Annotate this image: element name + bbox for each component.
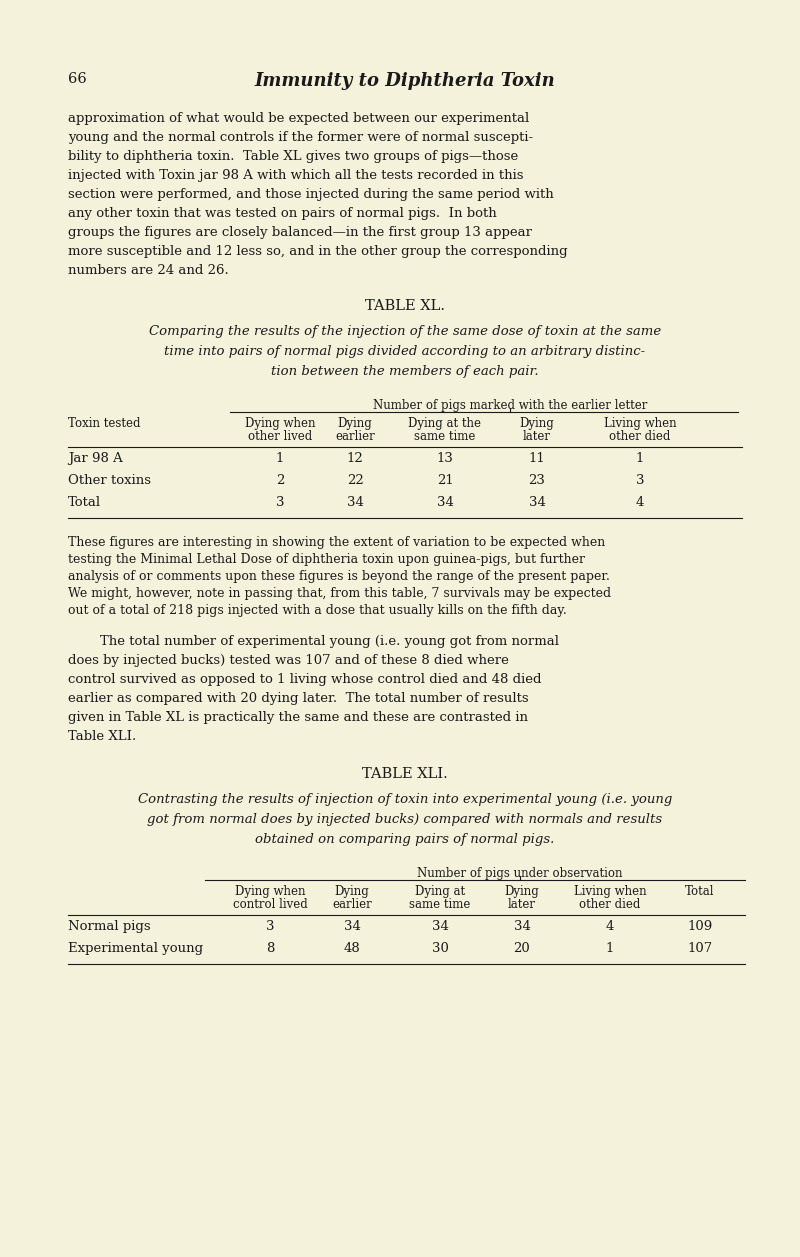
Text: Immunity to Diphtheria Toxin: Immunity to Diphtheria Toxin: [254, 72, 555, 91]
Text: other died: other died: [579, 897, 641, 911]
Text: 23: 23: [529, 474, 546, 486]
Text: approximation of what would be expected between our experimental: approximation of what would be expected …: [68, 112, 530, 124]
Text: TABLE XL.: TABLE XL.: [365, 299, 445, 313]
Text: other lived: other lived: [248, 430, 312, 442]
Text: control survived as opposed to 1 living whose control died and 48 died: control survived as opposed to 1 living …: [68, 672, 542, 686]
Text: Normal pigs: Normal pigs: [68, 920, 150, 933]
Text: 1: 1: [606, 941, 614, 955]
Text: Other toxins: Other toxins: [68, 474, 151, 486]
Text: 21: 21: [437, 474, 454, 486]
Text: 34: 34: [343, 920, 361, 933]
Text: any other toxin that was tested on pairs of normal pigs.  In both: any other toxin that was tested on pairs…: [68, 207, 497, 220]
Text: Dying: Dying: [520, 417, 554, 430]
Text: The total number of experimental young (i.e. young got from normal: The total number of experimental young (…: [100, 635, 559, 649]
Text: groups the figures are closely balanced—in the first group 13 appear: groups the figures are closely balanced—…: [68, 226, 532, 239]
Text: Dying at the: Dying at the: [409, 417, 482, 430]
Text: 20: 20: [514, 941, 530, 955]
Text: out of a total of 218 pigs injected with a dose that usually kills on the fifth : out of a total of 218 pigs injected with…: [68, 605, 566, 617]
Text: earlier as compared with 20 dying later.  The total number of results: earlier as compared with 20 dying later.…: [68, 693, 529, 705]
Text: 34: 34: [437, 497, 454, 509]
Text: Contrasting the results of injection of toxin into experimental young (i.e. youn: Contrasting the results of injection of …: [138, 793, 672, 806]
Text: Experimental young: Experimental young: [68, 941, 203, 955]
Text: earlier: earlier: [332, 897, 372, 911]
Text: same time: same time: [410, 897, 470, 911]
Text: 34: 34: [431, 920, 449, 933]
Text: We might, however, note in passing that, from this table, 7 survivals may be exp: We might, however, note in passing that,…: [68, 587, 611, 600]
Text: 30: 30: [431, 941, 449, 955]
Text: given in Table XL is practically the same and these are contrasted in: given in Table XL is practically the sam…: [68, 711, 528, 724]
Text: Total: Total: [686, 885, 714, 897]
Text: Toxin tested: Toxin tested: [68, 417, 141, 430]
Text: 34: 34: [529, 497, 546, 509]
Text: Dying at: Dying at: [415, 885, 465, 897]
Text: 4: 4: [636, 497, 644, 509]
Text: young and the normal controls if the former were of normal suscepti-: young and the normal controls if the for…: [68, 131, 533, 145]
Text: Dying when: Dying when: [234, 885, 306, 897]
Text: later: later: [508, 897, 536, 911]
Text: 1: 1: [636, 453, 644, 465]
Text: does by injected bucks) tested was 107 and of these 8 died where: does by injected bucks) tested was 107 a…: [68, 654, 509, 667]
Text: 107: 107: [687, 941, 713, 955]
Text: Comparing the results of the injection of the same dose of toxin at the same: Comparing the results of the injection o…: [149, 326, 661, 338]
Text: Number of pigs marked with the earlier letter: Number of pigs marked with the earlier l…: [373, 398, 647, 412]
Text: obtained on comparing pairs of normal pigs.: obtained on comparing pairs of normal pi…: [255, 833, 554, 846]
Text: 1: 1: [276, 453, 284, 465]
Text: time into pairs of normal pigs divided according to an arbitrary distinc-: time into pairs of normal pigs divided a…: [165, 344, 646, 358]
Text: 109: 109: [687, 920, 713, 933]
Text: Living when: Living when: [604, 417, 676, 430]
Text: later: later: [523, 430, 551, 442]
Text: earlier: earlier: [335, 430, 375, 442]
Text: 3: 3: [266, 920, 274, 933]
Text: Table XLI.: Table XLI.: [68, 730, 136, 743]
Text: got from normal does by injected bucks) compared with normals and results: got from normal does by injected bucks) …: [147, 813, 662, 826]
Text: other died: other died: [610, 430, 670, 442]
Text: more susceptible and 12 less so, and in the other group the corresponding: more susceptible and 12 less so, and in …: [68, 245, 568, 258]
Text: Jar 98 A: Jar 98 A: [68, 453, 122, 465]
Text: 3: 3: [276, 497, 284, 509]
Text: TABLE XLI.: TABLE XLI.: [362, 767, 448, 781]
Text: analysis of or comments upon these figures is beyond the range of the present pa: analysis of or comments upon these figur…: [68, 569, 610, 583]
Text: control lived: control lived: [233, 897, 307, 911]
Text: bility to diphtheria toxin.  Table XL gives two groups of pigs—those: bility to diphtheria toxin. Table XL giv…: [68, 150, 518, 163]
Text: numbers are 24 and 26.: numbers are 24 and 26.: [68, 264, 229, 277]
Text: These figures are interesting in showing the extent of variation to be expected : These figures are interesting in showing…: [68, 535, 606, 549]
Text: Number of pigs under observation: Number of pigs under observation: [418, 867, 622, 880]
Text: 22: 22: [346, 474, 363, 486]
Text: 13: 13: [437, 453, 454, 465]
Text: 2: 2: [276, 474, 284, 486]
Text: Dying: Dying: [338, 417, 372, 430]
Text: 12: 12: [346, 453, 363, 465]
Text: Dying when: Dying when: [245, 417, 315, 430]
Text: Total: Total: [68, 497, 101, 509]
Text: section were performed, and those injected during the same period with: section were performed, and those inject…: [68, 189, 554, 201]
Text: same time: same time: [414, 430, 476, 442]
Text: Dying: Dying: [334, 885, 370, 897]
Text: injected with Toxin jar 98 A with which all the tests recorded in this: injected with Toxin jar 98 A with which …: [68, 168, 523, 182]
Text: 8: 8: [266, 941, 274, 955]
Text: tion between the members of each pair.: tion between the members of each pair.: [271, 365, 539, 378]
Text: 4: 4: [606, 920, 614, 933]
Text: Living when: Living when: [574, 885, 646, 897]
Text: 34: 34: [514, 920, 530, 933]
Text: 34: 34: [346, 497, 363, 509]
Text: testing the Minimal Lethal Dose of diphtheria toxin upon guinea-pigs, but furthe: testing the Minimal Lethal Dose of dipht…: [68, 553, 585, 566]
Text: 66: 66: [68, 72, 86, 85]
Text: 3: 3: [636, 474, 644, 486]
Text: 48: 48: [344, 941, 360, 955]
Text: Dying: Dying: [505, 885, 539, 897]
Text: 11: 11: [529, 453, 546, 465]
